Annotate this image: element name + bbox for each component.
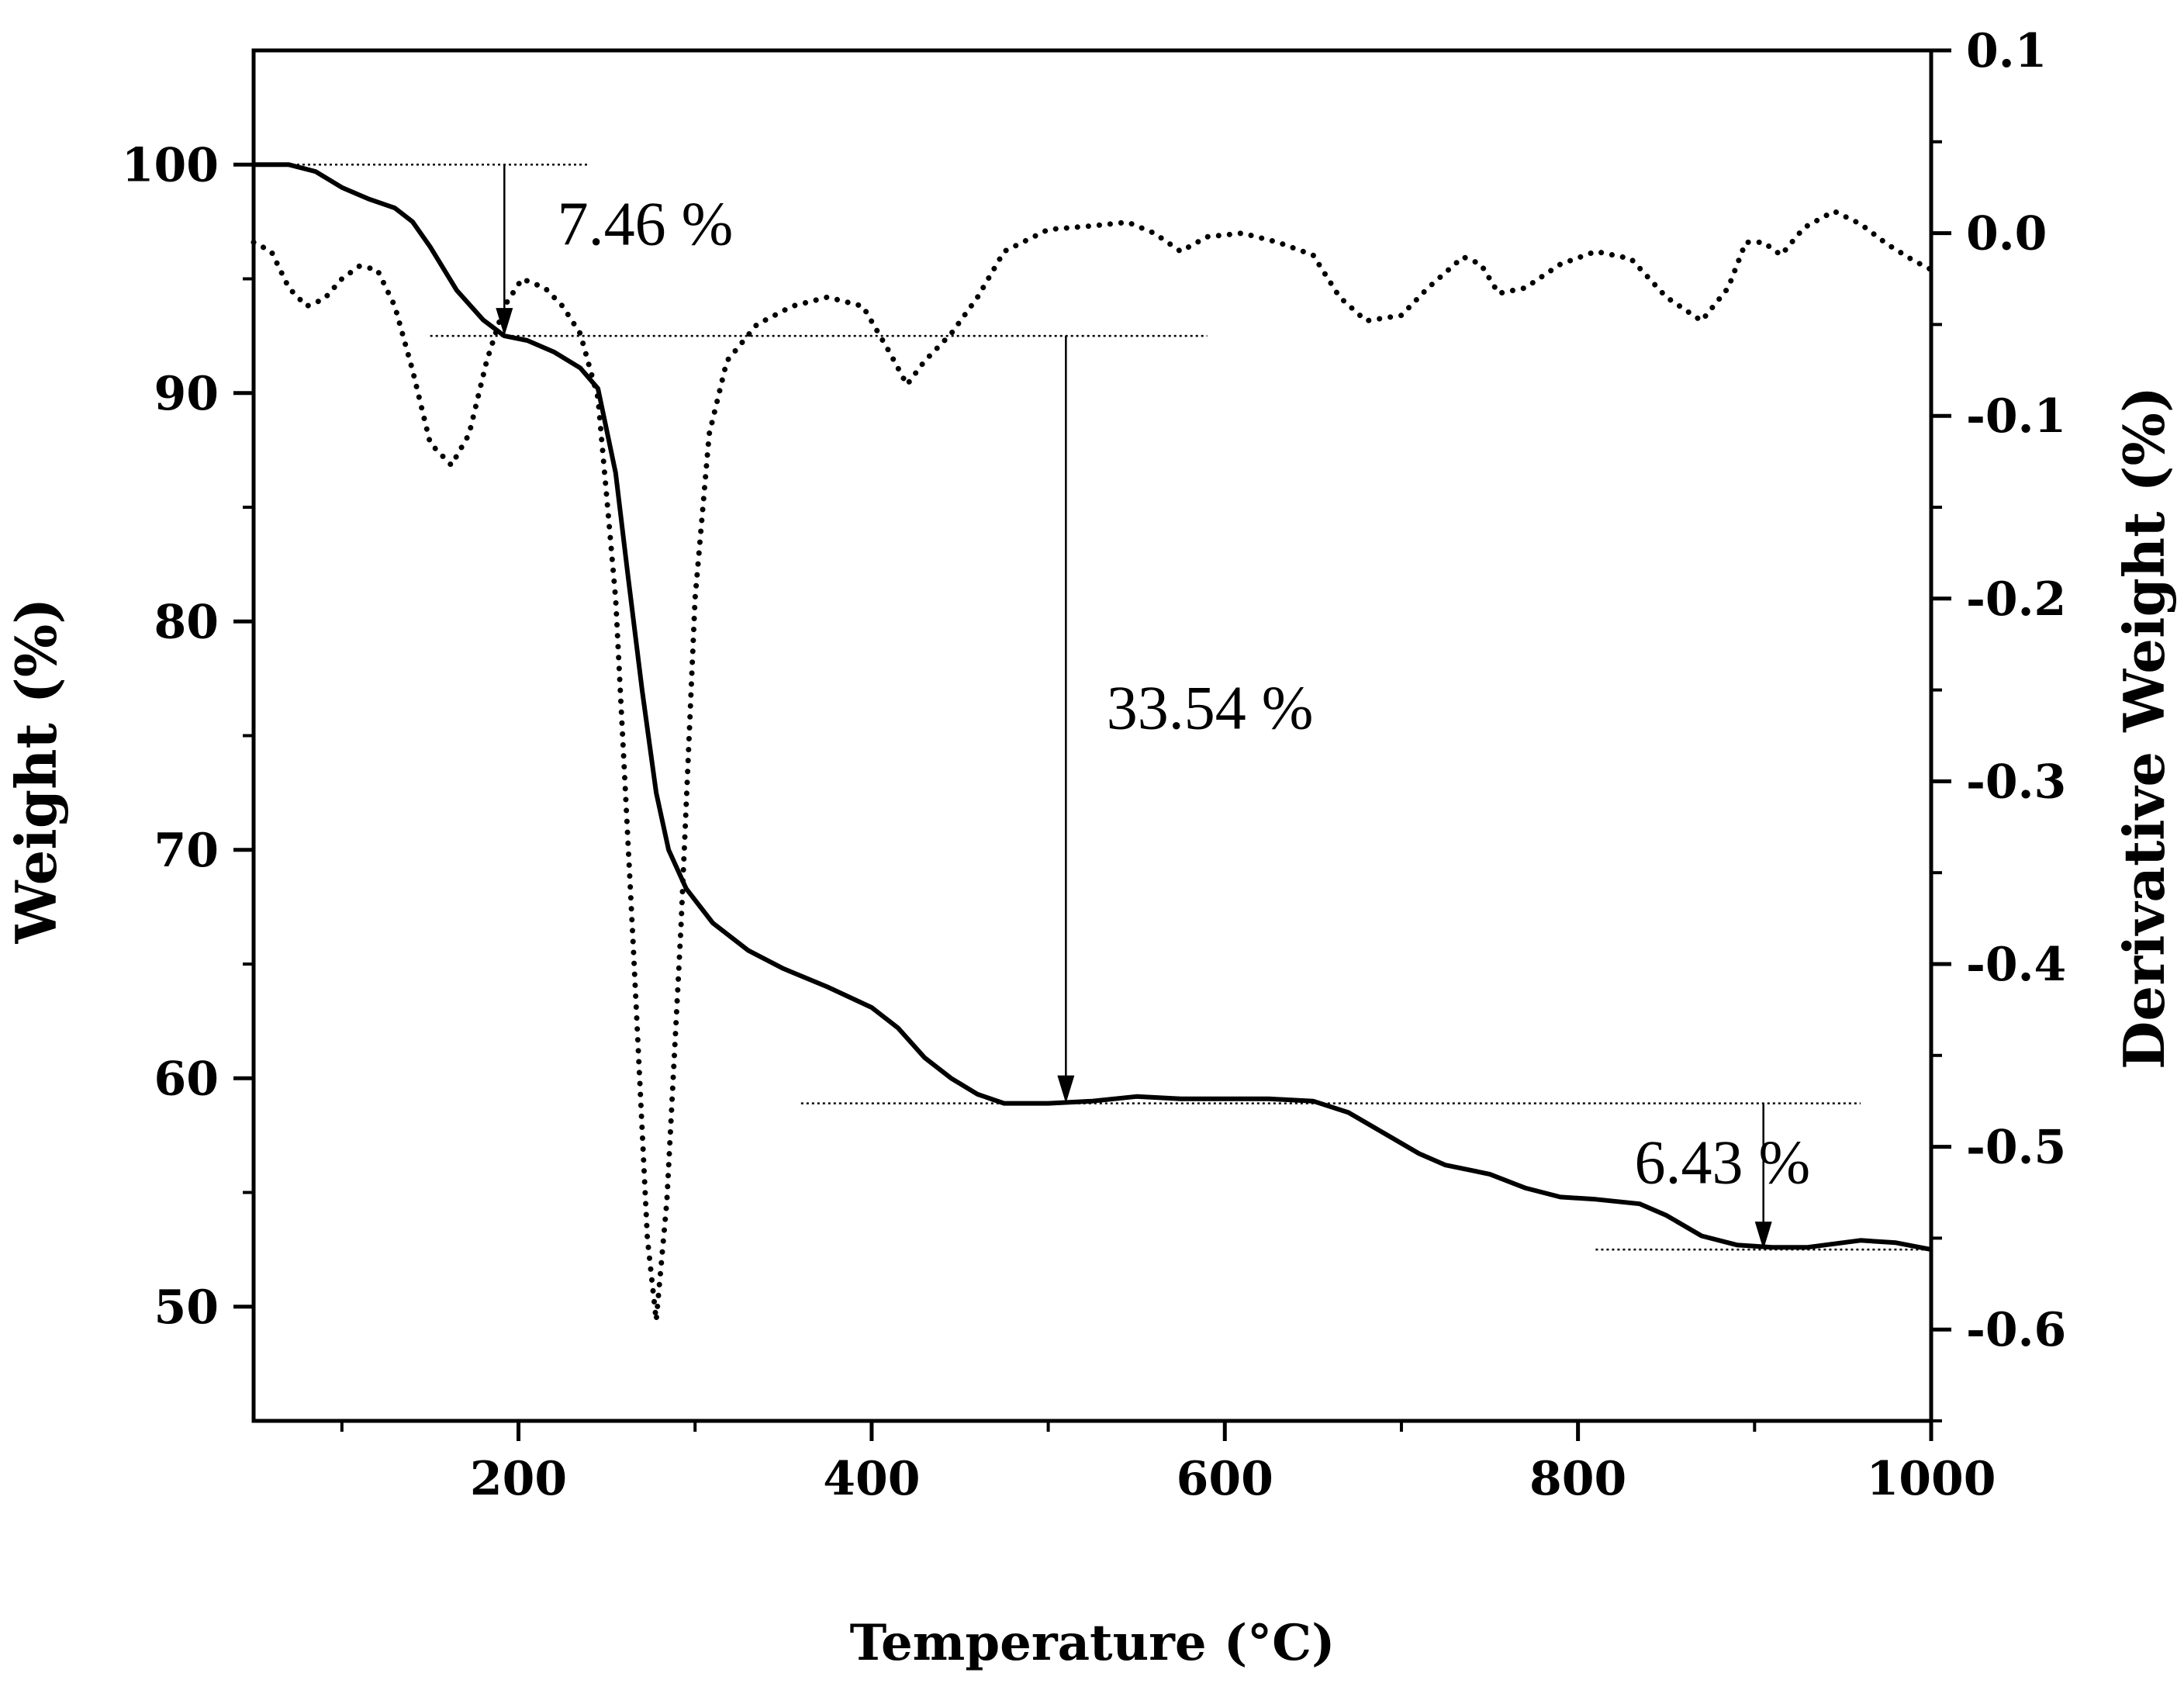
arrow-head-1	[1057, 1075, 1075, 1104]
y-tick-label-2: 70	[154, 824, 219, 878]
arrow-head-2	[1754, 1222, 1772, 1250]
x-tick-label-4: 1000	[1867, 1452, 1996, 1506]
y-axis-title: Weight (%)	[3, 598, 69, 945]
y2-tick-label-5: -0.4	[1966, 938, 2066, 992]
x-axis-title: Temperature (°C)	[850, 1614, 1336, 1672]
y-tick-label-4: 90	[154, 367, 219, 421]
annotation-label-0: 7.46 %	[558, 190, 734, 258]
y-tick-label-5: 100	[122, 138, 219, 192]
y2-tick-label-6: -0.5	[1966, 1121, 2066, 1175]
x-tick-label-1: 400	[823, 1452, 920, 1506]
y2-axis-title: Derivative Weight (%)	[2111, 386, 2177, 1070]
y2-tick-label-7: -0.6	[1966, 1303, 2066, 1357]
arrow-head-0	[496, 308, 513, 337]
y-tick-label-1: 60	[154, 1052, 219, 1106]
reference-lines	[254, 164, 1931, 1251]
y2-tick-label-1: 0.0	[1966, 207, 2047, 261]
y-tick-label-3: 80	[154, 595, 219, 649]
y2-tick-label-0: 0.1	[1966, 24, 2047, 78]
arrows-group	[496, 164, 1772, 1250]
ticks-group	[233, 48, 1951, 1441]
x-tick-label-3: 800	[1529, 1452, 1626, 1506]
y2-tick-label-4: -0.3	[1966, 755, 2066, 809]
annotation-label-2: 6.43 %	[1634, 1129, 1810, 1198]
weight-line	[254, 162, 1932, 1253]
y2-tick-label-2: -0.1	[1966, 389, 2066, 444]
y2-tick-label-3: -0.2	[1966, 572, 2066, 627]
tick-labels-group: 200 400 600 800 1000 50 60 70 80 90 100 0.1 0.0 -0.1 -…	[122, 24, 2067, 1506]
series-group	[251, 162, 1934, 1323]
x-tick-label-2: 600	[1177, 1452, 1273, 1506]
x-tick-label-0: 200	[470, 1452, 567, 1506]
annotation-label-1: 33.54 %	[1107, 675, 1314, 743]
y-tick-label-0: 50	[154, 1280, 219, 1335]
annotations-group: 7.46 % 33.54 % 6.43 %	[558, 190, 1811, 1197]
